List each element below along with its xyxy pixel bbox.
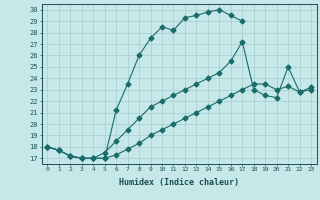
X-axis label: Humidex (Indice chaleur): Humidex (Indice chaleur) — [119, 178, 239, 187]
